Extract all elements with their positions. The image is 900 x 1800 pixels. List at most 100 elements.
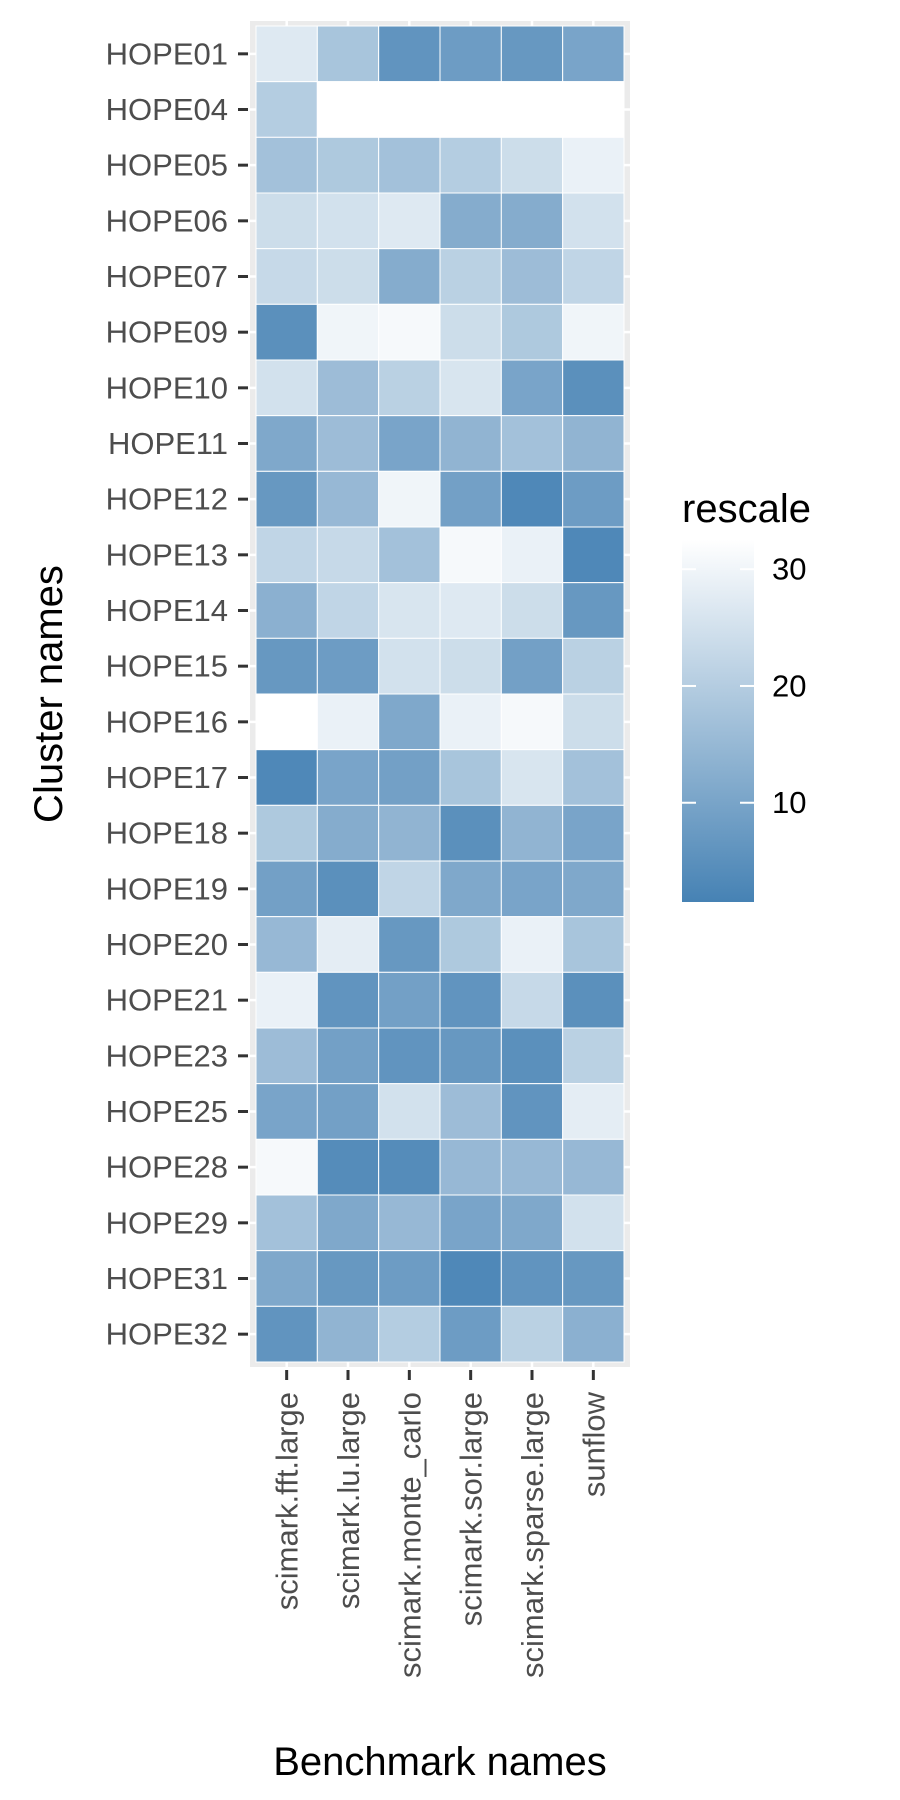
heatmap-cell (500, 248, 564, 305)
heatmap-cell (562, 25, 625, 83)
heatmap-cell (316, 693, 380, 751)
heatmap-cell (378, 1250, 441, 1307)
heatmap-cell (500, 303, 564, 361)
heatmap-cell (378, 470, 441, 528)
heatmap-cell (378, 916, 441, 973)
heatmap-cell (500, 1250, 564, 1307)
heatmap-cell (562, 971, 625, 1029)
y-axis: HOPE01 HOPE04 HOPE05 HOPE06 HOPE07 HOPE09 HOPE… (106, 36, 248, 1352)
heatmap-cell (255, 136, 318, 194)
heatmap-cell (500, 582, 564, 639)
heatmap-cells (255, 25, 625, 1363)
heatmap-cell (316, 470, 380, 528)
heatmap-cell (562, 582, 625, 639)
heatmap-cell (316, 1027, 380, 1085)
heatmap-cell (378, 359, 441, 417)
heatmap-cell (255, 359, 318, 417)
heatmap-cell (378, 1305, 441, 1363)
heatmap-cell (316, 1138, 380, 1196)
heatmap-cell (255, 415, 318, 472)
heatmap-cell (562, 804, 625, 862)
heatmap-cell (378, 81, 441, 138)
heatmap-cell (562, 1027, 625, 1085)
heatmap-cell (500, 804, 564, 862)
heatmap-cell (316, 303, 380, 361)
y-tick-label: HOPE18 (106, 816, 228, 851)
y-tick-label: HOPE09 (106, 315, 228, 350)
heatmap-cell (439, 359, 502, 417)
color-legend: rescale 10 20 30 (682, 487, 811, 902)
heatmap-cell (500, 25, 564, 83)
heatmap-cell (562, 860, 625, 918)
y-tick-label: HOPE21 (106, 983, 228, 1018)
heatmap-cell (316, 1083, 380, 1140)
heatmap-cell (500, 1194, 564, 1252)
heatmap-cell (378, 1194, 441, 1252)
y-tick-label: HOPE07 (106, 259, 228, 294)
y-tick-label: HOPE10 (106, 370, 228, 405)
x-tick-label: sunflow (576, 1391, 611, 1497)
heatmap-cell (378, 1138, 441, 1196)
heatmap-cell (500, 1305, 564, 1363)
heatmap-cell (562, 248, 625, 305)
heatmap-cell (562, 303, 625, 361)
y-tick-label: HOPE20 (106, 927, 228, 962)
heatmap-cell (255, 637, 318, 695)
heatmap-cell (439, 415, 502, 472)
heatmap-cell (439, 1027, 502, 1085)
heatmap-cell (500, 81, 564, 138)
heatmap-cell (255, 804, 318, 862)
heatmap-cell (378, 804, 441, 862)
heatmap-cell (316, 1250, 380, 1307)
y-tick-label: HOPE16 (106, 704, 228, 739)
heatmap-cell (378, 860, 441, 918)
x-axis-title: Benchmark names (273, 1740, 606, 1784)
heatmap-cell (562, 415, 625, 472)
y-tick-label: HOPE06 (106, 203, 228, 238)
heatmap-cell (378, 25, 441, 83)
heatmap-cell (316, 25, 380, 83)
x-tick-label: scimark.lu.large (331, 1392, 366, 1609)
heatmap-cell (255, 1083, 318, 1140)
heatmap-cell (439, 582, 502, 639)
heatmap-cell (562, 470, 625, 528)
heatmap-cell (255, 1250, 318, 1307)
heatmap-cell (500, 637, 564, 695)
y-tick-label: HOPE05 (106, 148, 228, 183)
heatmap-cell (378, 1083, 441, 1140)
heatmap-cell (500, 1138, 564, 1196)
legend-tick-label: 10 (772, 785, 806, 820)
x-tick-label: scimark.monte_carlo (392, 1392, 427, 1678)
x-tick-label: scimark.sor.large (454, 1392, 489, 1626)
heatmap-cell (439, 136, 502, 194)
heatmap-cell (439, 1305, 502, 1363)
heatmap-cell (378, 637, 441, 695)
heatmap-cell (316, 1305, 380, 1363)
heatmap-cell (316, 971, 380, 1029)
heatmap-cell (378, 192, 441, 250)
heatmap-cell (500, 470, 564, 528)
heatmap-cell (255, 1305, 318, 1363)
heatmap-cell (255, 693, 318, 751)
heatmap-cell (255, 860, 318, 918)
heatmap-cell (378, 693, 441, 751)
heatmap-cell (439, 192, 502, 250)
heatmap-cell (378, 303, 441, 361)
heatmap-cell (255, 192, 318, 250)
y-tick-label: HOPE32 (106, 1317, 228, 1352)
heatmap-cell (500, 526, 564, 584)
heatmap-cell (316, 248, 380, 305)
x-axis: scimark.fft.large scimark.lu.large scimark… (270, 1370, 611, 1678)
heatmap-cell (378, 749, 441, 806)
heatmap-cell (562, 1083, 625, 1140)
heatmap-cell (316, 749, 380, 806)
heatmap-cell (316, 916, 380, 973)
legend-title: rescale (682, 487, 811, 531)
heatmap-cell (255, 303, 318, 361)
heatmap-cell (316, 637, 380, 695)
heatmap-cell (500, 971, 564, 1029)
heatmap-cell (562, 1194, 625, 1252)
heatmap-cell (439, 860, 502, 918)
heatmap-cell (500, 359, 564, 417)
heatmap-cell (255, 1138, 318, 1196)
